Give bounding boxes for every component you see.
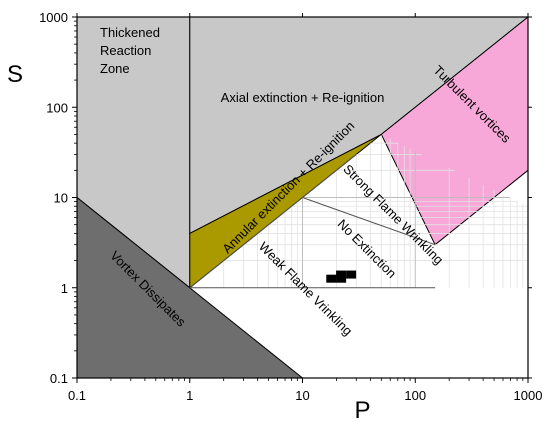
y-tick-label: 1 <box>61 281 68 296</box>
x-tick-label: 1000 <box>514 388 543 403</box>
data-point-1 <box>326 274 337 283</box>
x-tick-label: 100 <box>404 388 426 403</box>
y-tick-label: 1000 <box>39 10 68 25</box>
y-axis-title: S <box>7 61 23 88</box>
markers-layer <box>326 270 357 283</box>
label-thickened-reaction-zone: Thickened Reaction Zone <box>100 25 160 76</box>
y-tick-label: 100 <box>46 100 68 115</box>
data-point-4 <box>346 270 357 279</box>
boundary-weak <box>189 154 357 289</box>
axes-layer: 0.1 1 10 100 1000 0.1 1 10 100 1000 <box>39 10 542 403</box>
x-axis-title: P <box>354 397 370 424</box>
label-axial-extinction: Axial extinction + Re-ignition <box>221 90 385 105</box>
lines-layer <box>189 154 436 289</box>
x-tick-label: 10 <box>295 388 309 403</box>
label-weak-flame-wrinkling: Weak Flame Vrinkling <box>256 239 356 339</box>
grid-layer <box>223 135 528 288</box>
y-tick-label: 0.1 <box>50 371 68 386</box>
x-tick-label: 1 <box>186 388 193 403</box>
y-tick-label: 10 <box>54 191 68 206</box>
boundary-strong <box>302 197 436 246</box>
x-tick-label: 0.1 <box>68 388 86 403</box>
data-point-3 <box>336 270 347 279</box>
data-point-2 <box>336 274 347 283</box>
